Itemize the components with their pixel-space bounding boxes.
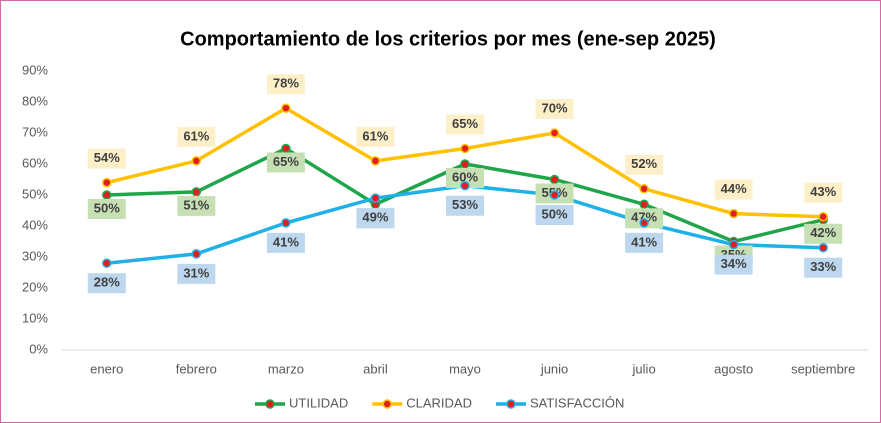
- legend-label: CLARIDAD: [406, 395, 472, 410]
- data-label-bg: [714, 179, 753, 200]
- data-label-bg: [87, 199, 126, 219]
- y-tick-label: 80%: [22, 93, 48, 108]
- marker: [281, 143, 291, 154]
- data-label: 53%: [452, 197, 478, 212]
- marker: [281, 218, 291, 228]
- data-label: 50%: [542, 206, 568, 221]
- x-tick-label: mayo: [449, 361, 481, 376]
- data-label: 54%: [94, 150, 120, 165]
- y-tick-label: 40%: [22, 217, 48, 232]
- marker: [460, 143, 470, 154]
- data-label: 34%: [721, 256, 747, 271]
- legend-marker: [265, 399, 275, 409]
- data-label-bg: [266, 74, 305, 95]
- data-label-bg: [625, 154, 664, 175]
- data-label: 65%: [273, 154, 299, 169]
- data-label: 47%: [631, 210, 657, 225]
- marker: [460, 180, 470, 191]
- y-tick-label: 70%: [22, 124, 48, 139]
- data-label-bg: [177, 126, 216, 147]
- data-label-bg: [356, 208, 395, 229]
- data-label-bg: [446, 195, 484, 216]
- x-tick-label: julio: [632, 361, 656, 376]
- marker: [102, 258, 112, 268]
- marker: [549, 174, 560, 185]
- y-tick-label: 50%: [22, 186, 48, 201]
- data-label: 51%: [183, 197, 209, 212]
- marker: [102, 177, 112, 188]
- legend-label: SATISFACCIÓN: [530, 395, 624, 410]
- data-label-bg: [87, 273, 126, 294]
- data-label-bg: [177, 263, 216, 284]
- data-label: 65%: [452, 116, 478, 131]
- data-label-bg: [446, 168, 484, 188]
- x-tick-label: marzo: [268, 361, 304, 376]
- marker: [639, 184, 649, 194]
- marker: [639, 218, 649, 228]
- data-label-bg: [266, 232, 305, 253]
- legend-label: UTILIDAD: [289, 395, 348, 410]
- data-label-bg: [266, 152, 305, 173]
- data-label: 50%: [94, 200, 120, 215]
- marker: [460, 159, 470, 169]
- marker: [728, 208, 739, 219]
- chart-title: Comportamiento de los criterios por mes …: [180, 28, 716, 50]
- data-label: 41%: [273, 234, 299, 249]
- y-tick-label: 60%: [22, 155, 48, 170]
- marker: [549, 128, 560, 138]
- x-tick-label: abril: [363, 361, 388, 376]
- marker: [549, 190, 560, 200]
- data-label-bg: [804, 182, 843, 203]
- data-label-bg: [446, 114, 484, 135]
- data-label: 41%: [631, 234, 657, 249]
- data-label-bg: [87, 148, 126, 169]
- marker: [728, 239, 739, 250]
- data-label: 61%: [183, 128, 209, 143]
- marker: [818, 211, 828, 222]
- data-label-bg: [714, 254, 753, 275]
- data-label-bg: [535, 99, 574, 119]
- x-tick-label: enero: [90, 361, 123, 376]
- data-label: 42%: [810, 225, 836, 240]
- marker: [191, 187, 202, 197]
- data-label: 52%: [631, 156, 657, 171]
- data-label-bg: [804, 257, 843, 278]
- marker: [281, 103, 291, 113]
- x-tick-label: septiembre: [791, 361, 855, 376]
- data-label-bg: [804, 223, 843, 244]
- data-label: 78%: [273, 76, 299, 91]
- x-tick-label: agosto: [714, 361, 753, 376]
- data-label: 44%: [721, 181, 747, 196]
- data-label-bg: [625, 232, 664, 253]
- y-tick-label: 10%: [22, 310, 48, 325]
- data-label-bg: [535, 205, 574, 225]
- marker: [191, 156, 202, 166]
- x-tick-label: junio: [540, 361, 568, 376]
- legend-marker: [506, 399, 516, 409]
- data-label: 33%: [810, 259, 836, 274]
- data-label: 70%: [542, 100, 568, 115]
- marker: [102, 190, 112, 200]
- marker: [191, 249, 202, 259]
- data-label: 60%: [452, 169, 478, 184]
- data-label: 49%: [362, 210, 388, 225]
- marker: [370, 193, 381, 203]
- y-tick-label: 90%: [22, 62, 48, 77]
- y-tick-label: 0%: [29, 341, 48, 356]
- y-tick-label: 20%: [22, 279, 48, 294]
- marker: [639, 199, 649, 210]
- y-tick-label: 30%: [22, 248, 48, 263]
- data-label: 61%: [362, 128, 388, 143]
- marker: [370, 156, 381, 166]
- x-tick-label: febrero: [176, 361, 217, 376]
- marker: [818, 242, 828, 253]
- data-label: 31%: [183, 265, 209, 280]
- legend-marker: [382, 399, 392, 409]
- data-label-bg: [177, 195, 216, 216]
- data-label: 43%: [810, 184, 836, 199]
- data-label-bg: [356, 126, 395, 147]
- data-label: 28%: [94, 275, 120, 290]
